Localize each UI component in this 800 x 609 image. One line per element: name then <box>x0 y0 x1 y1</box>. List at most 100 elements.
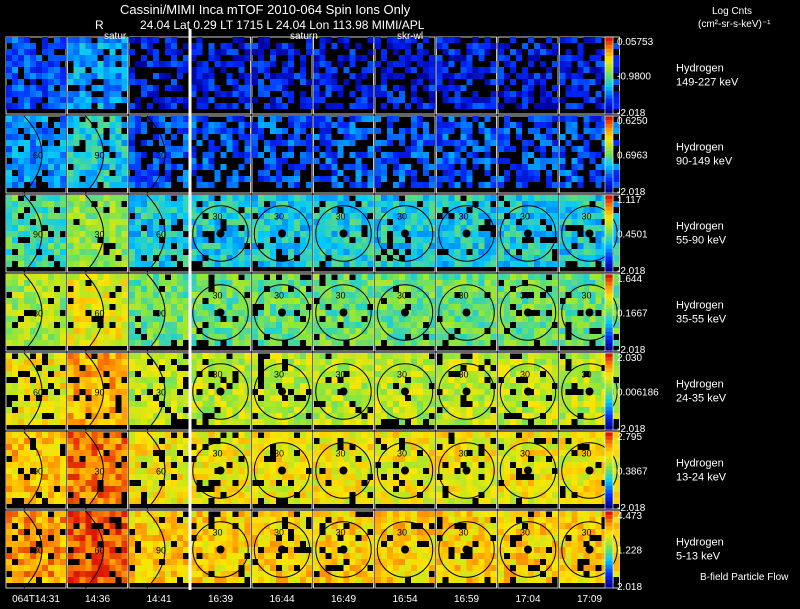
pixel <box>528 304 534 310</box>
pixel <box>375 389 381 395</box>
pixel <box>498 255 504 261</box>
pixel <box>411 255 417 261</box>
pixel <box>577 79 584 85</box>
pixel <box>202 134 209 140</box>
pixel <box>559 274 566 280</box>
pixel <box>220 243 227 249</box>
pixel <box>30 401 36 407</box>
pixel <box>238 152 245 158</box>
pixel <box>115 182 122 188</box>
pixel <box>115 353 122 359</box>
pixel <box>232 322 239 328</box>
pixel <box>48 310 54 316</box>
pixel <box>24 328 30 334</box>
pixel <box>306 122 312 128</box>
colorbar-segment <box>605 195 613 200</box>
pixel <box>244 85 251 91</box>
pixel <box>276 176 282 182</box>
pixel <box>48 249 54 255</box>
pixel <box>423 316 429 322</box>
pixel <box>73 103 80 109</box>
pixel <box>367 261 374 267</box>
pixel <box>504 304 510 310</box>
row-species-label: Hydrogen <box>676 221 724 233</box>
pixel <box>79 213 86 219</box>
pixel <box>405 207 411 213</box>
pixel <box>294 116 300 122</box>
colorbar-segment <box>605 221 613 227</box>
pixel <box>97 134 104 140</box>
pixel <box>97 103 104 109</box>
colorbar-segment <box>605 150 613 155</box>
pixel <box>595 249 602 255</box>
pixel <box>331 340 338 346</box>
pixel <box>331 310 338 316</box>
pixel <box>42 43 48 49</box>
pixel <box>331 243 338 249</box>
pixel <box>208 255 215 261</box>
pixel <box>337 280 344 286</box>
pixel <box>196 413 203 419</box>
pixel <box>343 195 350 201</box>
pixel <box>460 103 467 109</box>
pixel <box>429 298 435 304</box>
colorbar-segment <box>605 87 613 92</box>
pixel <box>504 237 510 243</box>
pixel <box>220 122 227 128</box>
pixel <box>375 353 381 359</box>
pixel <box>220 334 227 340</box>
pixel <box>300 419 306 425</box>
pixel <box>306 49 312 55</box>
pixel <box>484 49 491 55</box>
pixel <box>73 164 80 170</box>
pixel <box>54 310 60 316</box>
pixel <box>36 359 42 365</box>
pixel <box>552 274 558 280</box>
pixel <box>423 310 429 316</box>
pixel <box>490 195 497 201</box>
pixel <box>48 176 54 182</box>
pixel <box>583 140 590 146</box>
pixel <box>202 237 209 243</box>
pixel <box>276 316 282 322</box>
pixel <box>103 395 110 401</box>
pixel <box>91 97 98 103</box>
pixel <box>319 340 326 346</box>
pixel <box>343 237 350 243</box>
pixel <box>325 140 332 146</box>
pixel <box>534 401 540 407</box>
colorbar-min-label: -2.018 <box>617 187 646 198</box>
pixel <box>270 176 276 182</box>
pixel <box>220 365 227 371</box>
pixel <box>177 128 183 134</box>
pixel <box>42 419 48 425</box>
pixel <box>528 128 534 134</box>
pixel <box>387 353 393 359</box>
pixel <box>103 97 110 103</box>
pixel <box>510 49 516 55</box>
pixel <box>355 128 362 134</box>
pixel <box>183 170 189 176</box>
pixel <box>577 61 584 67</box>
pixel <box>343 55 350 61</box>
pixel <box>238 353 245 359</box>
pixel <box>442 219 449 225</box>
pixel <box>331 286 338 292</box>
pixel <box>472 97 479 103</box>
pixel <box>387 316 393 322</box>
pixel <box>226 419 233 425</box>
pixel <box>276 170 282 176</box>
pixel <box>601 340 608 346</box>
pixel <box>571 103 578 109</box>
pixel <box>141 286 147 292</box>
pixel <box>12 225 18 231</box>
pixel <box>349 122 356 128</box>
pixel <box>36 407 42 413</box>
pixel <box>423 182 429 188</box>
pixel <box>30 225 36 231</box>
pixel <box>361 134 368 140</box>
pixel <box>510 407 516 413</box>
pixel <box>387 359 393 365</box>
pixel <box>319 122 326 128</box>
pixel <box>516 170 522 176</box>
